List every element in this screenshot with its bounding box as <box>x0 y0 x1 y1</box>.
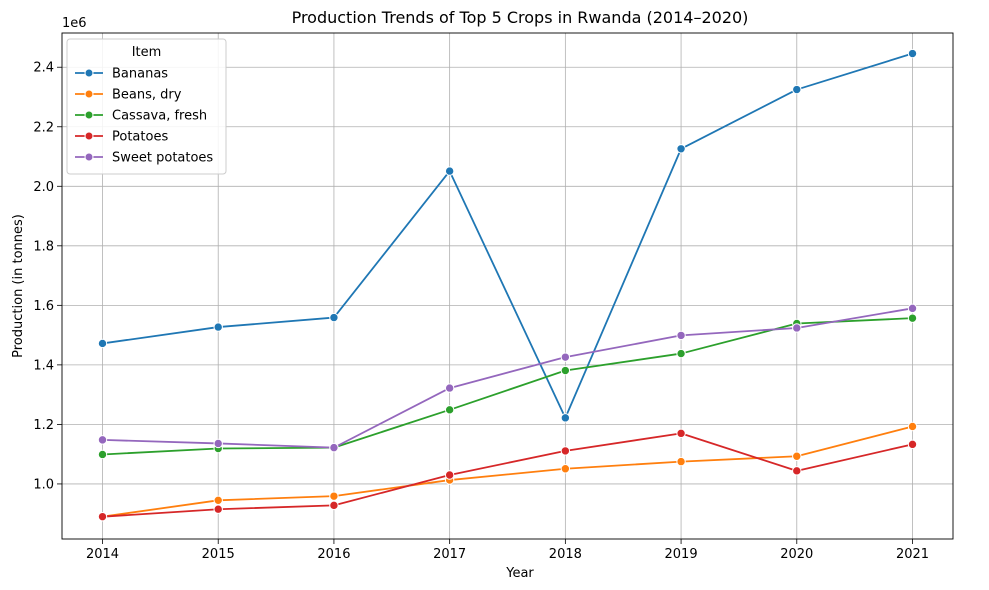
x-tick-label: 2015 <box>202 547 235 562</box>
data-point <box>444 470 455 480</box>
data-point <box>676 428 686 439</box>
x-axis-title: Year <box>505 566 534 581</box>
legend-entry: Beans, dry <box>75 88 182 103</box>
legend-entry: Cassava, fresh <box>75 109 207 124</box>
series-sweet-potatoes <box>97 303 918 453</box>
data-point <box>97 449 108 460</box>
legend-label: Beans, dry <box>112 88 182 103</box>
data-point <box>97 511 108 522</box>
series-cassava-fresh <box>97 313 918 460</box>
series-potatoes <box>97 428 918 522</box>
x-tick-label: 2014 <box>86 547 119 562</box>
legend-title: Item <box>132 45 162 60</box>
y-tick-label: 1.4 <box>33 358 54 373</box>
data-point <box>329 312 339 323</box>
legend-swatch-marker <box>84 89 94 99</box>
y-offset-label: 1e6 <box>62 16 87 31</box>
x-tick-label: 2019 <box>665 547 698 562</box>
data-point <box>907 439 918 450</box>
legend-swatch-marker <box>84 131 94 141</box>
data-point <box>676 144 686 154</box>
x-tick-label: 2016 <box>317 547 350 562</box>
data-point <box>213 504 223 514</box>
data-point <box>792 84 802 95</box>
data-point <box>213 495 223 506</box>
data-point <box>444 383 455 393</box>
series-line <box>102 52 913 419</box>
data-point <box>676 456 686 467</box>
data-point <box>907 421 918 432</box>
y-tick-label: 2.2 <box>33 120 54 135</box>
data-point <box>213 322 223 332</box>
data-point <box>676 330 686 341</box>
data-point <box>444 166 455 176</box>
x-tick-label: 2018 <box>549 547 582 562</box>
legend-entry: Sweet potatoes <box>75 151 213 166</box>
legend-swatch-marker <box>84 152 94 162</box>
data-point <box>444 405 455 415</box>
data-point <box>907 313 918 323</box>
x-tick-label: 2021 <box>896 547 929 562</box>
legend-label: Potatoes <box>112 130 168 145</box>
data-point <box>792 451 802 461</box>
data-point <box>560 413 571 423</box>
grid <box>62 33 953 539</box>
data-point <box>907 48 918 59</box>
data-point <box>329 500 339 511</box>
legend-entry: Bananas <box>75 67 168 82</box>
legend-label: Sweet potatoes <box>112 151 213 166</box>
series-line <box>102 432 913 518</box>
data-point <box>560 464 571 474</box>
data-point <box>560 365 571 376</box>
data-point <box>676 348 686 359</box>
legend-label: Cassava, fresh <box>112 109 207 124</box>
series-line <box>102 317 913 456</box>
x-tick-label: 2017 <box>433 547 466 562</box>
series-layer <box>97 48 918 522</box>
legend-swatch-marker <box>84 110 94 120</box>
y-tick-label: 1.2 <box>33 418 54 433</box>
legend-entries: Bananas Beans, dry Cassava, fresh Potatoes S… <box>75 67 213 166</box>
data-point <box>213 438 223 449</box>
legend-box <box>66 38 227 175</box>
data-point <box>329 442 339 453</box>
data-point <box>560 446 571 456</box>
x-tick-label: 2020 <box>780 547 813 562</box>
y-tick-label: 1.8 <box>33 239 54 254</box>
series-bananas <box>97 48 918 423</box>
y-tick-label: 2.4 <box>33 61 54 76</box>
plot-frame <box>61 32 954 540</box>
data-point <box>792 466 802 476</box>
data-point <box>792 323 802 333</box>
data-point <box>907 303 918 314</box>
x-axis: 2014 2015 2016 2017 2018 2019 2020 2021 <box>86 539 929 562</box>
data-point <box>560 352 571 362</box>
y-axis: 1.0 1.2 1.4 1.6 1.8 2.0 2.2 2.4 <box>33 61 62 492</box>
data-point <box>329 491 339 501</box>
y-axis-title: Production (in tonnes) <box>11 214 26 358</box>
y-tick-label: 1.0 <box>33 477 54 492</box>
chart-title: Production Trends of Top 5 Crops in Rwan… <box>292 8 749 27</box>
data-point <box>97 435 108 445</box>
series-line <box>102 425 913 518</box>
series-line <box>102 307 913 449</box>
legend-swatch-marker <box>84 68 94 78</box>
y-tick-label: 2.0 <box>33 180 54 195</box>
legend: Item Bananas Beans, dry Cassava, fresh Pota… <box>66 38 227 175</box>
data-point <box>97 338 108 349</box>
legend-entry: Potatoes <box>75 130 168 145</box>
y-tick-label: 1.6 <box>33 299 54 314</box>
legend-label: Bananas <box>112 67 168 82</box>
